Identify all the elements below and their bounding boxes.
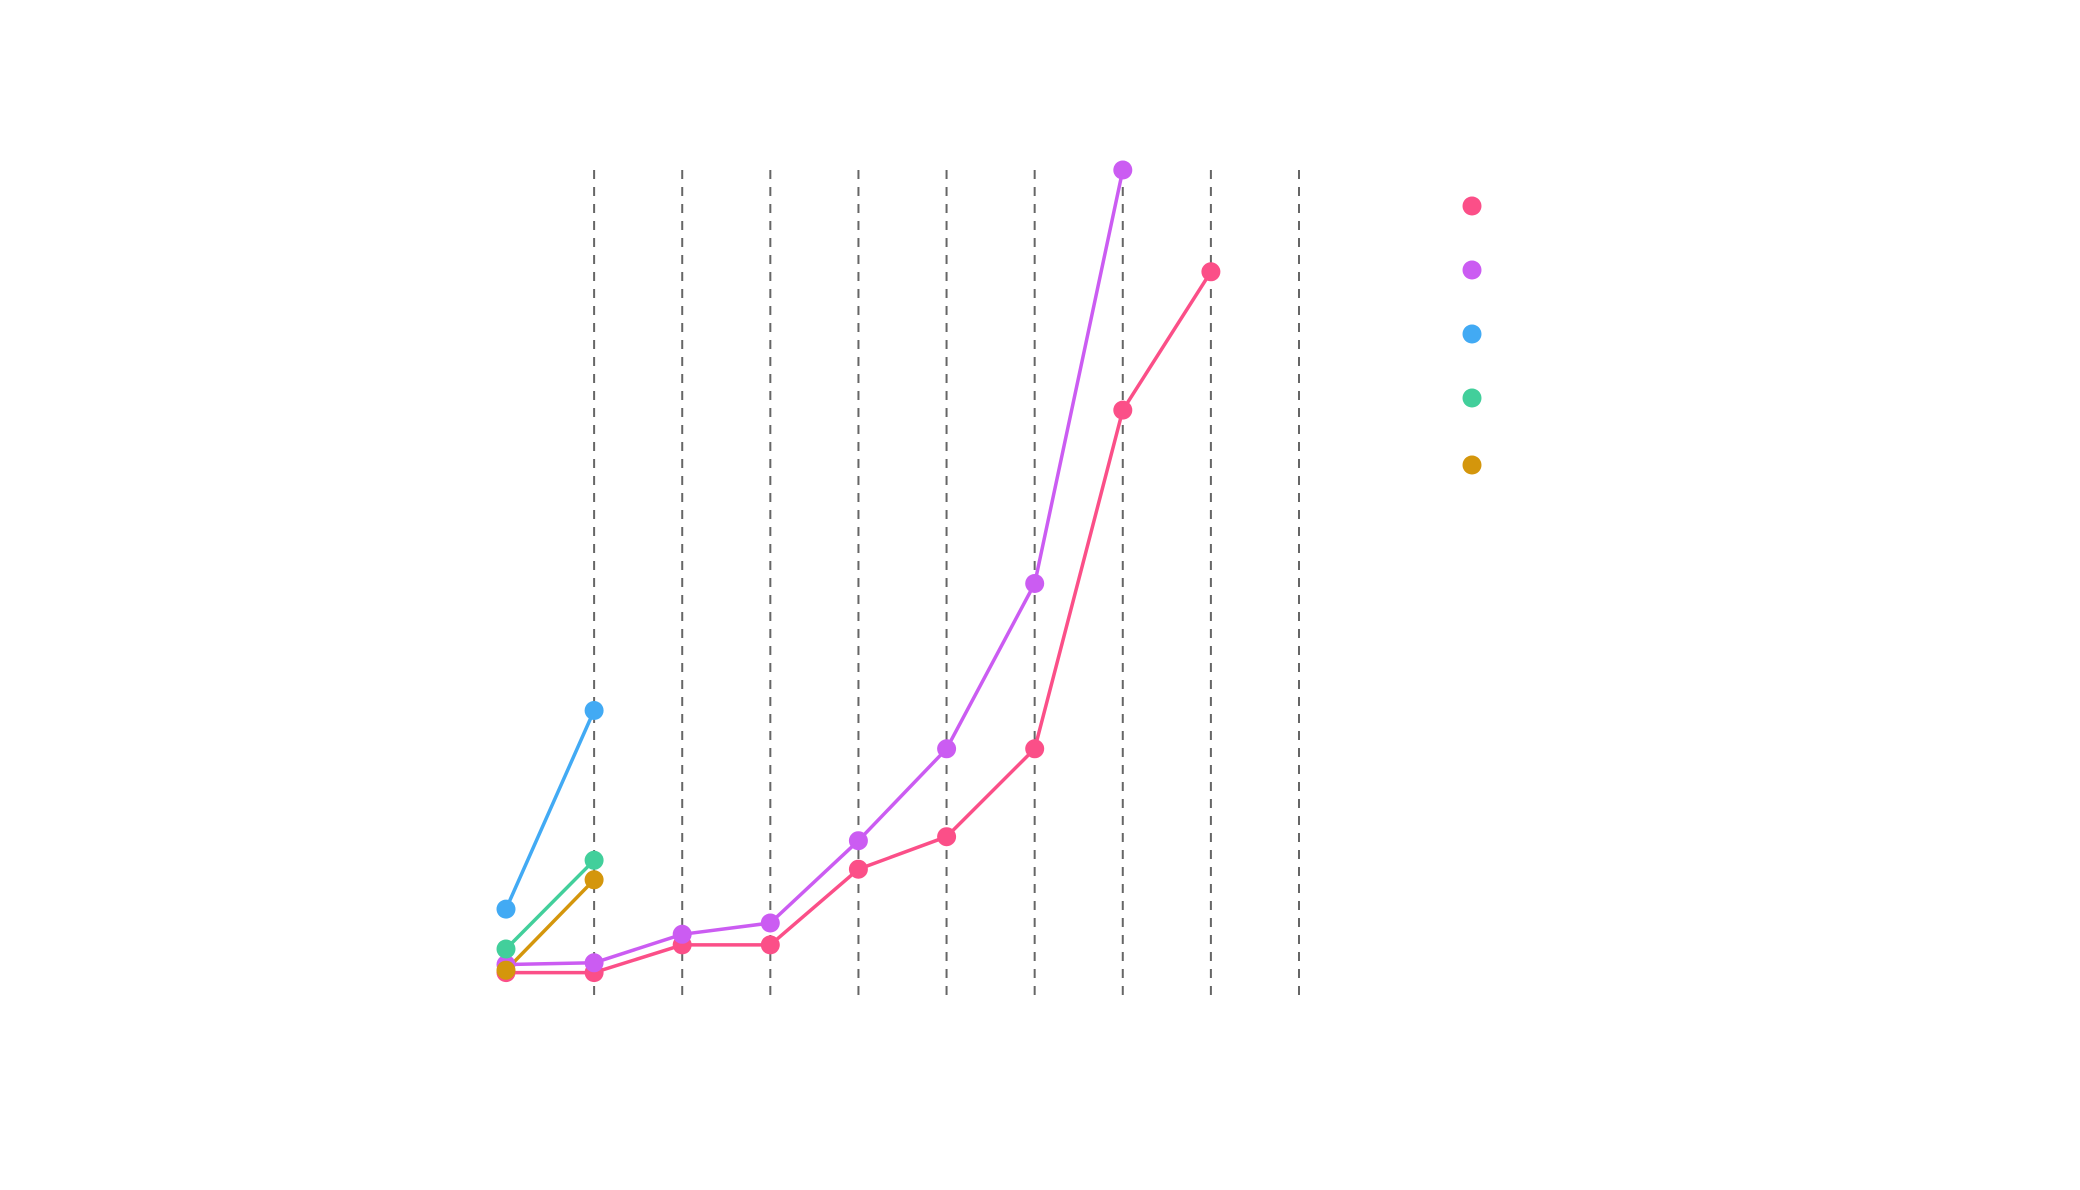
legend-marker-5 [1462,455,1482,475]
series-1-point-6 [937,827,957,847]
series-4-line [504,858,596,951]
series-2-point-5 [848,831,868,851]
legend [1462,196,1482,475]
series-points [496,160,1221,983]
legend-marker-3 [1462,324,1482,344]
series-2-point-8 [1113,160,1133,180]
series-5-point-1 [496,960,516,980]
series-2-point-7 [1025,574,1045,593]
series-2-point-4 [760,913,780,933]
series-2-point-6 [937,739,957,759]
series-lines [504,168,1213,975]
series-1-point-7 [1025,739,1045,759]
legend-marker-1 [1462,196,1482,216]
series-2-point-2 [584,953,604,973]
series-4-point-1 [496,939,516,959]
series-5-point-2 [584,870,604,890]
series-1-point-4 [760,935,780,955]
series-2-point-3 [672,924,692,944]
legend-marker-4 [1462,388,1482,408]
series-5-line [504,878,596,972]
series-3-point-1 [496,899,516,919]
legend-marker-2 [1462,260,1482,280]
series-1-point-5 [848,859,868,879]
series-1-point-8 [1113,400,1133,420]
series-3-point-2 [584,701,604,720]
series-2-line [504,168,1125,967]
series-4-point-2 [584,850,604,870]
series-3-line [504,708,596,911]
gridlines [593,170,1300,995]
series-1-point-9 [1201,262,1221,282]
